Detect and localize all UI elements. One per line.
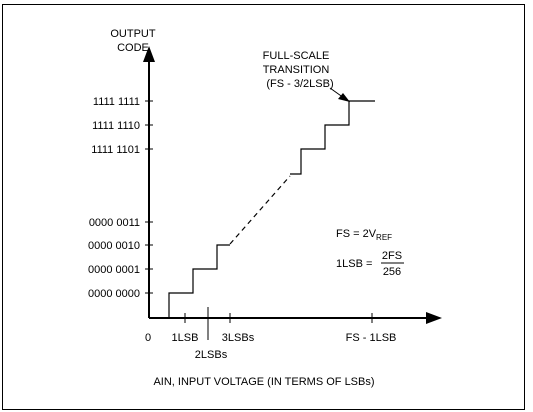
- formula-lsb-label: 1LSB =: [336, 258, 372, 270]
- formula-lsb-denominator: 256: [383, 266, 401, 278]
- transfer-staircase-lower: [168, 244, 230, 318]
- y-axis-arrowhead: [143, 46, 155, 62]
- x-ticks: [184, 307, 373, 340]
- y-code-label: 0000 0000: [88, 288, 140, 300]
- transfer-staircase-upper: [290, 100, 375, 175]
- x-tick-label-1lsb: 1LSB: [172, 332, 199, 344]
- annotation-line2: TRANSITION: [263, 64, 330, 76]
- y-code-label: 0000 0001: [88, 264, 140, 276]
- x-axis-title: AIN, INPUT VOLTAGE (IN TERMS OF LSBs): [153, 376, 374, 388]
- y-code-label: 1111 1111: [93, 96, 140, 108]
- x-tick-label-2lsbs: 2LSBs: [195, 349, 228, 361]
- y-code-label: 1111 1101: [91, 144, 140, 156]
- transfer-dashed-segment: [229, 175, 291, 245]
- annotation-arrowhead: [338, 93, 350, 102]
- y-code-label: 0000 0011: [89, 217, 140, 229]
- annotation-line1: FULL-SCALE: [263, 50, 330, 62]
- x-tick-label-fs-1lsb: FS - 1LSB: [346, 332, 397, 344]
- y-code-label: 1111 1110: [92, 120, 140, 132]
- y-axis-title-line2: CODE: [117, 42, 149, 54]
- y-axis-title-line1: OUTPUT: [110, 28, 156, 40]
- x-axis-arrowhead: [426, 312, 442, 324]
- y-ticks: [145, 100, 153, 294]
- origin-label: 0: [145, 332, 151, 344]
- diagram-frame: [2, 4, 525, 410]
- annotation-line3: (FS - 3/2LSB): [266, 78, 333, 90]
- y-code-label: 0000 0010: [88, 240, 140, 252]
- formula-lsb-numerator: 2FS: [382, 250, 402, 262]
- x-tick-label-3lsbs: 3LSBs: [222, 332, 255, 344]
- formula-fs: FS = 2VREF: [336, 228, 392, 242]
